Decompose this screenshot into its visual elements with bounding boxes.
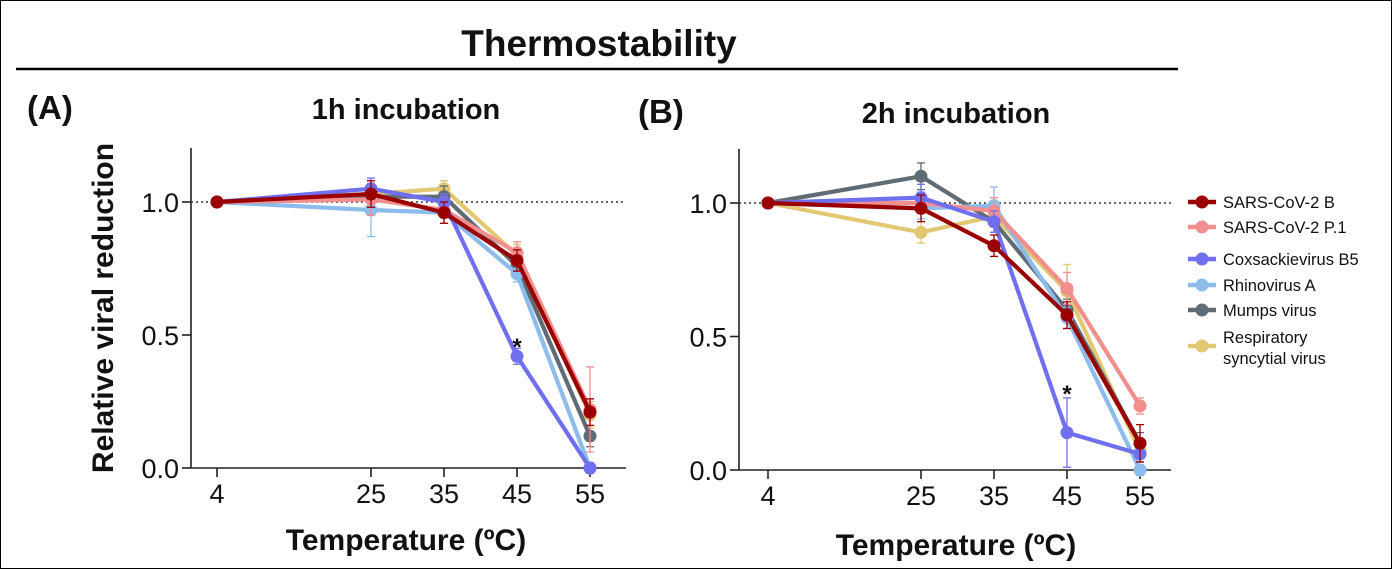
panel-a-series-coxsackievirus-b5-point: [583, 461, 597, 475]
panel-b-series-coxsackievirus-b5-point: [987, 215, 1001, 229]
panel-b-significance-marker: *: [1062, 381, 1072, 408]
panel-a-series-coxsackievirus-b5-line: [214, 186, 593, 471]
figure-title: Thermostability: [461, 23, 737, 64]
panel-a-series-rhinovirus-a-line: [214, 199, 593, 471]
panel-b-series-sars-cov-2-b-point: [1133, 436, 1147, 450]
legend-item-respiratory-syncytial-virus-swatch-marker: [1195, 339, 1209, 353]
panel-a-y-tick-label: 0.0: [141, 454, 179, 484]
legend-item-mumps-virus-label: Mumps virus: [1223, 302, 1317, 320]
legend-item-respiratory-syncytial-virus-label-line: Respiratory: [1223, 329, 1308, 347]
panel-a-series-sars-cov-2-b-point: [210, 195, 224, 209]
panel-b-x-axis-label: Temperature (ºC): [836, 529, 1076, 562]
panel-a-series-sars-cov-2-b-point: [364, 187, 378, 201]
panel-b-series-rhinovirus-a-line: [765, 200, 1143, 473]
panel-a-label: (A): [27, 89, 73, 126]
panel-b-series-sars-cov-2-b-line: [765, 200, 1143, 446]
legend-item-sars-cov-2-b-label: SARS-CoV-2 B: [1223, 194, 1335, 212]
panel-b-series-sars-cov-2-b-point: [987, 239, 1001, 253]
panel-a-y-tick-label: 0.5: [141, 321, 179, 351]
panel-b-y-tick-label: 0.5: [689, 323, 727, 353]
panel-a-x-axis-label: Temperature (ºC): [286, 524, 526, 557]
panel-b-x-tick-label: 45: [1052, 481, 1082, 511]
panel-b-y-tick-label: 1.0: [689, 189, 727, 219]
legend-item-rhinovirus-a-label: Rhinovirus A: [1223, 277, 1316, 295]
legend-item-coxsackievirus-b5-swatch-marker: [1195, 252, 1209, 266]
panel-b-series-sars-cov-2-b-point: [1060, 308, 1074, 322]
panel-b-series-mumps-virus-point: [914, 169, 928, 183]
panel-b-y-tick-label: 0.0: [689, 456, 727, 486]
panel-b-series-sars-cov-2-p-1-point: [1060, 281, 1074, 295]
panel-b-series-sars-cov-2-b-point: [914, 201, 928, 215]
panel-a-series-sars-cov-2-b-point: [510, 254, 524, 268]
panel-a-y-tick-label: 1.0: [141, 188, 179, 218]
panel-a-x-tick-label: 35: [429, 479, 459, 509]
panel-b-chart: (B) 2h incubation 0.0 0.5 1.0 4 25 35 45 55 * Tempe…: [638, 93, 1171, 562]
panel-b-x-tick-label: 55: [1125, 481, 1155, 511]
panel-b-series-sars-cov-2-p-1-point: [1133, 399, 1147, 413]
legend-item-respiratory-syncytial-virus-label-line: syncytial virus: [1223, 350, 1326, 368]
panel-b-x-tick-label: 4: [760, 481, 775, 511]
legend-item-sars-cov-2-p-1-label: SARS-CoV-2 P.1: [1223, 219, 1347, 237]
panel-a-chart: (A) 1h incubation 0.0 0.5 1.0 4 25 35 45 55 * Tempe…: [27, 89, 626, 557]
legend-item-respiratory-syncytial-virus-label: Respiratory syncytial virus: [1223, 329, 1326, 368]
legend-item-rhinovirus-a-swatch-marker: [1195, 278, 1209, 292]
panel-a-x-tick-label: 55: [575, 479, 605, 509]
panel-b-series-sars-cov-2-b-point: [761, 196, 775, 210]
panel-b-series-coxsackievirus-b5-point: [1060, 426, 1074, 440]
panel-a-y-axis-label: Relative viral reduction: [87, 143, 120, 473]
panel-a-series-sars-cov-2-b-point: [437, 206, 451, 220]
panel-a-series-sars-cov-2-b-point: [583, 405, 597, 419]
panel-a-x-tick-label: 4: [209, 479, 224, 509]
panel-a-series-coxsackievirus-b5-point: [510, 349, 524, 363]
panel-b-series-mumps-virus-line: [765, 174, 1143, 446]
panel-b-series-respiratory-syncytial-virus-point: [914, 225, 928, 239]
panel-b-x-tick-label: 25: [906, 481, 936, 511]
legend-item-sars-cov-2-p-1-swatch-marker: [1195, 220, 1209, 234]
panel-b-series-sars-cov-2-p-1-line: [765, 200, 1143, 409]
panel-a-x-tick-label: 45: [502, 479, 532, 509]
panel-b-series-rhinovirus-a-point: [1133, 463, 1147, 477]
panel-b-title: 2h incubation: [862, 98, 1051, 130]
legend-item-sars-cov-2-b-swatch-marker: [1195, 195, 1209, 209]
panel-a-significance-marker: *: [512, 334, 522, 361]
panel-b-x-tick-label: 35: [979, 481, 1009, 511]
panel-b-series-respiratory-syncytial-virus-line: [765, 200, 1143, 454]
panel-b-label: (B): [638, 93, 684, 130]
panel-a-x-tick-label: 25: [356, 479, 386, 509]
legend: SARS-CoV-2 B SARS-CoV-2 P.1 Coxsackievirus…: [1188, 194, 1359, 368]
legend-item-coxsackievirus-b5-label: Coxsackievirus B5: [1223, 251, 1359, 269]
panel-a-title: 1h incubation: [312, 94, 501, 126]
legend-item-mumps-virus-swatch-marker: [1195, 303, 1209, 317]
